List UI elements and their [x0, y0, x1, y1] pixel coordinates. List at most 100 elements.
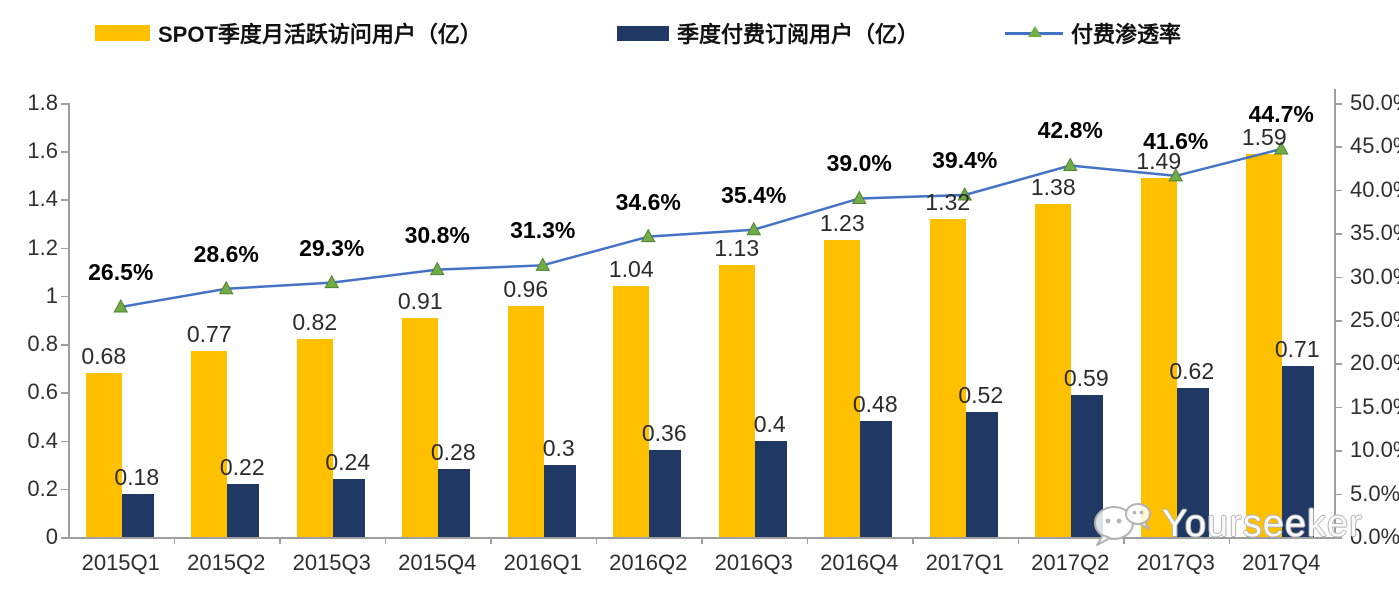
legend-item-mau: SPOT季度月活跃访问用户（亿）: [95, 20, 482, 47]
bar-subs-value: 0.52: [958, 381, 1004, 408]
watermark: Yourseeker: [1090, 496, 1363, 552]
x-axis-label: 2015Q3: [292, 550, 371, 575]
triangle-marker-icon: [429, 261, 445, 276]
y-axis-right-label: 5.0%: [1350, 480, 1399, 506]
x-axis-tick: [912, 537, 914, 544]
y-axis-left-tick: [61, 344, 68, 346]
triangle-marker-icon: [746, 221, 762, 236]
y-axis-right-label: 20.0%: [1350, 350, 1399, 376]
y-axis-left-label: 1.6: [27, 138, 58, 164]
bar-subs: [227, 483, 260, 537]
bar-mau-value: 1.38: [1030, 174, 1076, 201]
x-axis-tick: [701, 537, 703, 544]
y-axis-left-tick: [61, 295, 68, 298]
x-axis-tick: [1123, 537, 1125, 544]
bar-subs: [860, 421, 893, 537]
bar-mau-value: 1.13: [714, 234, 760, 261]
bar-mau: [824, 240, 861, 537]
y-axis-left: [68, 103, 70, 537]
bar-subs-value: 0.71: [1274, 335, 1320, 362]
y-axis-right-tick: [1335, 276, 1342, 279]
y-axis-right-label: 30.0%: [1350, 263, 1399, 289]
legend-item-subs: 季度付费订阅用户（亿）: [617, 20, 920, 47]
y-axis-right-label: 35.0%: [1350, 220, 1399, 246]
y-axis-right-label: 45.0%: [1350, 133, 1399, 159]
y-axis-right-tick: [1335, 493, 1342, 496]
bar-mau: [929, 218, 966, 537]
y-axis-left-label: 0.2: [27, 475, 58, 501]
penetration-value: 41.6%: [1143, 127, 1209, 154]
penetration-value: 39.4%: [932, 147, 998, 173]
x-axis-tick: [490, 537, 492, 544]
y-axis-left-label: 0.6: [27, 379, 58, 405]
bar-mau-value: 0.82: [292, 309, 338, 336]
y-axis-left-tick: [61, 199, 68, 201]
bar-mau: [718, 264, 755, 537]
y-axis-right-label: 15.0%: [1350, 393, 1399, 419]
bar-mau: [296, 339, 333, 537]
bar-subs: [543, 464, 576, 537]
penetration-value: 39.0%: [826, 150, 892, 177]
x-axis-label: 2016Q2: [609, 550, 688, 575]
bar-subs: [649, 450, 682, 537]
x-axis-label: 2017Q3: [1136, 550, 1215, 575]
y-axis-left-tick: [61, 488, 68, 491]
y-axis-left-tick: [61, 392, 68, 394]
y-axis-right-tick: [1335, 233, 1342, 235]
bar-subs-value: 0.3: [542, 434, 575, 461]
bar-mau: [613, 286, 650, 537]
y-axis-left-label: 0.4: [27, 427, 58, 453]
triangle-marker-icon: [113, 298, 129, 313]
x-axis-label: 2017Q1: [925, 550, 1004, 575]
bar-mau-value: 1.23: [819, 210, 865, 237]
x-axis-label: 2015Q2: [187, 550, 266, 575]
bar-subs-value: 0.4: [753, 410, 786, 437]
bar-mau-value: 0.96: [503, 275, 549, 302]
bar-mau: [507, 305, 544, 537]
y-axis-left-label: 1.4: [27, 186, 58, 212]
penetration-line-swatch: [1005, 25, 1063, 41]
bar-subs: [332, 479, 365, 537]
y-axis-right-tick: [1335, 189, 1342, 192]
bar-subs-value: 0.59: [1063, 364, 1109, 391]
legend-label-penetration: 付费渗透率: [1071, 22, 1182, 47]
y-axis-left-tick: [61, 151, 68, 153]
penetration-value: 31.3%: [510, 217, 576, 244]
bar-mau-value: 0.77: [186, 321, 232, 348]
mau-bar-swatch: [95, 25, 150, 41]
x-axis-tick: [279, 537, 281, 544]
penetration-value: 29.3%: [299, 234, 365, 261]
y-axis-left-tick: [61, 103, 68, 105]
x-axis-tick: [384, 537, 386, 544]
y-axis-right-tick: [1335, 450, 1342, 452]
legend-item-penetration: 付费渗透率: [1005, 20, 1182, 47]
bar-mau-value: 1.32: [925, 188, 971, 215]
y-axis-right-label: 10.0%: [1350, 437, 1399, 463]
triangle-marker-icon: [640, 228, 656, 243]
bar-mau: [402, 317, 439, 537]
x-axis-label: 2017Q2: [1031, 550, 1110, 575]
bar-mau-value: 1.04: [608, 256, 654, 283]
x-axis-label: 2016Q4: [820, 550, 899, 575]
bar-subs: [438, 469, 471, 537]
bar-subs-value: 0.24: [325, 449, 371, 476]
y-axis-left-tick: [61, 247, 68, 250]
y-axis-left-label: 0.8: [27, 331, 58, 357]
bar-subs: [1176, 387, 1209, 537]
y-axis-right: [1334, 89, 1336, 537]
y-axis-right-tick: [1335, 406, 1342, 409]
y-axis-right-label: 50.0%: [1350, 90, 1399, 115]
legend-label-subs: 季度付费订阅用户（亿）: [677, 22, 920, 47]
penetration-polyline: [120, 147, 1282, 309]
y-axis-right-tick: [1335, 363, 1342, 365]
x-axis-label: 2016Q3: [714, 550, 793, 575]
bar-subs-value: 0.48: [852, 391, 898, 418]
watermark-text: Yourseeker: [1162, 502, 1363, 545]
y-axis-right-label: 0.0%: [1350, 524, 1399, 549]
triangle-marker-icon: [851, 190, 867, 204]
x-axis-tick: [1228, 537, 1230, 544]
bar-subs-value: 0.62: [1169, 357, 1215, 384]
bar-mau-value: 0.68: [81, 343, 127, 370]
y-axis-right-label: 40.0%: [1350, 176, 1399, 202]
